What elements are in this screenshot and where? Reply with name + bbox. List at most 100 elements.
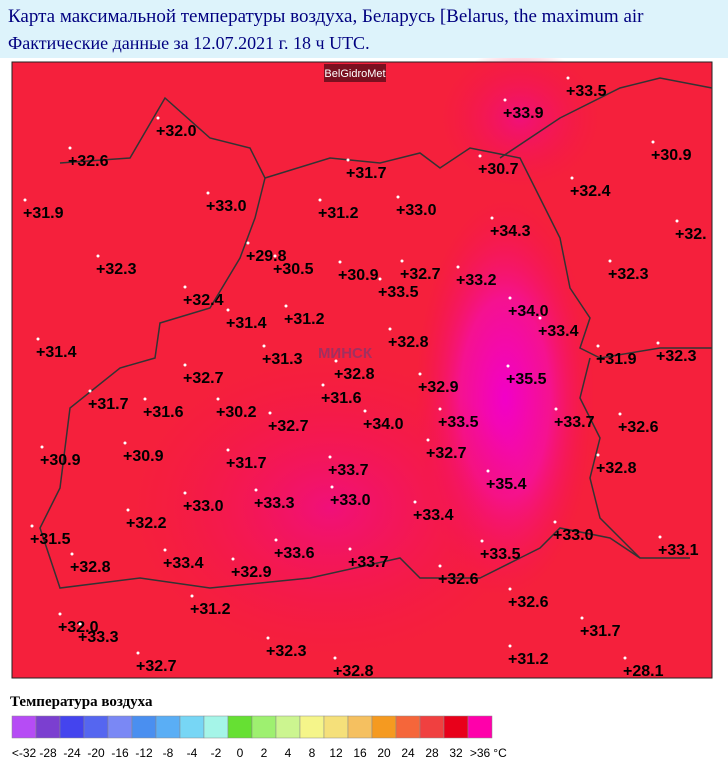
source-label: BelGidroMet <box>324 68 385 80</box>
legend-swatch <box>395 715 421 739</box>
station-dot <box>274 538 278 542</box>
temperature-label: +32.6 <box>438 571 479 588</box>
station-dot <box>143 397 147 401</box>
legend-swatch <box>251 715 277 739</box>
temperature-label: +34.0 <box>508 303 549 320</box>
legend-swatch <box>59 715 85 739</box>
station-dot <box>226 448 230 452</box>
station-dot <box>321 383 325 387</box>
legend-label: -20 <box>87 746 105 760</box>
station-dot <box>363 409 367 413</box>
subtitle: Фактические данные за 12.07.2021 г. 18 ч… <box>8 33 370 53</box>
legend-label: -16 <box>111 746 129 760</box>
station-dot <box>266 636 270 640</box>
temperature-label: +33.5 <box>566 83 607 100</box>
station-dot <box>675 219 679 223</box>
temperature-label: +32.4 <box>570 183 611 200</box>
temperature-label: +33.0 <box>553 527 594 544</box>
station-dot <box>348 547 352 551</box>
legend-label: 0 <box>237 746 244 760</box>
station-dot <box>658 535 662 539</box>
station-dot <box>333 656 337 660</box>
temperature-label: +31.5 <box>30 531 71 548</box>
legend-swatch <box>107 715 133 739</box>
station-dot <box>608 259 612 263</box>
station-dot <box>190 594 194 598</box>
temperature-label: +32.8 <box>596 460 637 477</box>
temperature-label: +28.1 <box>623 663 664 680</box>
temperature-label: +33.6 <box>274 545 315 562</box>
station-dot <box>30 524 34 528</box>
temperature-label: +31.7 <box>88 396 129 413</box>
temperature-label: +32.9 <box>231 564 272 581</box>
station-dot <box>418 372 422 376</box>
station-dot <box>68 146 72 150</box>
temperature-label: +32.7 <box>183 370 224 387</box>
temperature-label: +31.4 <box>36 344 77 361</box>
station-dot <box>618 412 622 416</box>
station-dot <box>36 337 40 341</box>
temperature-label: +33.5 <box>438 414 479 431</box>
station-dot <box>506 364 510 368</box>
temperature-label: +31.6 <box>321 390 362 407</box>
legend-swatch <box>203 715 229 739</box>
legend-swatch <box>347 715 373 739</box>
station-dot <box>246 241 250 245</box>
station-dot <box>328 455 332 459</box>
legend-label: -4 <box>187 746 198 760</box>
temperature-label: +31.2 <box>190 601 231 618</box>
station-dot <box>23 198 27 202</box>
temperature-label: +31.6 <box>143 404 184 421</box>
station-dot <box>456 265 460 269</box>
station-dot <box>96 254 100 258</box>
temperature-label: +30.5 <box>273 261 314 278</box>
legend-label: >36 <box>470 746 491 760</box>
temperature-label: +32.4 <box>183 292 224 309</box>
station-dot <box>78 622 82 626</box>
legend-label: -12 <box>135 746 153 760</box>
temperature-label: +35.4 <box>486 476 527 493</box>
station-dot <box>318 198 322 202</box>
border <box>264 147 712 359</box>
temperature-label: +31.7 <box>226 455 267 472</box>
temperature-label: +33.3 <box>78 629 119 646</box>
station-dot <box>566 76 570 80</box>
legend-label: 28 <box>425 746 439 760</box>
station-dot <box>656 341 660 345</box>
temperature-label: +31.7 <box>580 623 621 640</box>
station-dot <box>88 389 92 393</box>
temperature-label: +33.3 <box>254 495 295 512</box>
legend-label: -8 <box>163 746 174 760</box>
border <box>39 96 690 589</box>
station-dot <box>262 344 266 348</box>
temperature-label: +33.4 <box>163 555 204 572</box>
station-dot <box>334 359 338 363</box>
station-dot <box>388 327 392 331</box>
legend-swatch <box>155 715 181 739</box>
legend-swatch <box>35 715 61 739</box>
legend-swatch <box>227 715 253 739</box>
source-box <box>324 64 386 82</box>
temperature-label: +31.3 <box>262 351 303 368</box>
station-dot <box>596 344 600 348</box>
temperature-label: +32.7 <box>268 418 309 435</box>
hot-zone <box>130 358 530 658</box>
temperature-label: +30.9 <box>123 448 164 465</box>
temperature-label: +33.0 <box>206 198 247 215</box>
temperature-label: +30.9 <box>651 147 692 164</box>
station-dot <box>183 491 187 495</box>
station-dot <box>330 485 334 489</box>
temperature-label: +34.0 <box>363 416 404 433</box>
station-dot <box>284 304 288 308</box>
legend-label: 32 <box>449 746 463 760</box>
temperature-label: +32.8 <box>70 559 111 576</box>
legend-label: <-32 <box>12 746 37 760</box>
temperature-label: +32.3 <box>608 266 649 283</box>
station-dot <box>70 552 74 556</box>
legend-title: Температура воздуха <box>10 694 153 710</box>
legend-swatch <box>467 715 493 739</box>
temperature-label: +32.6 <box>618 419 659 436</box>
temperature-label: +33.4 <box>538 323 579 340</box>
station-dot <box>123 441 127 445</box>
